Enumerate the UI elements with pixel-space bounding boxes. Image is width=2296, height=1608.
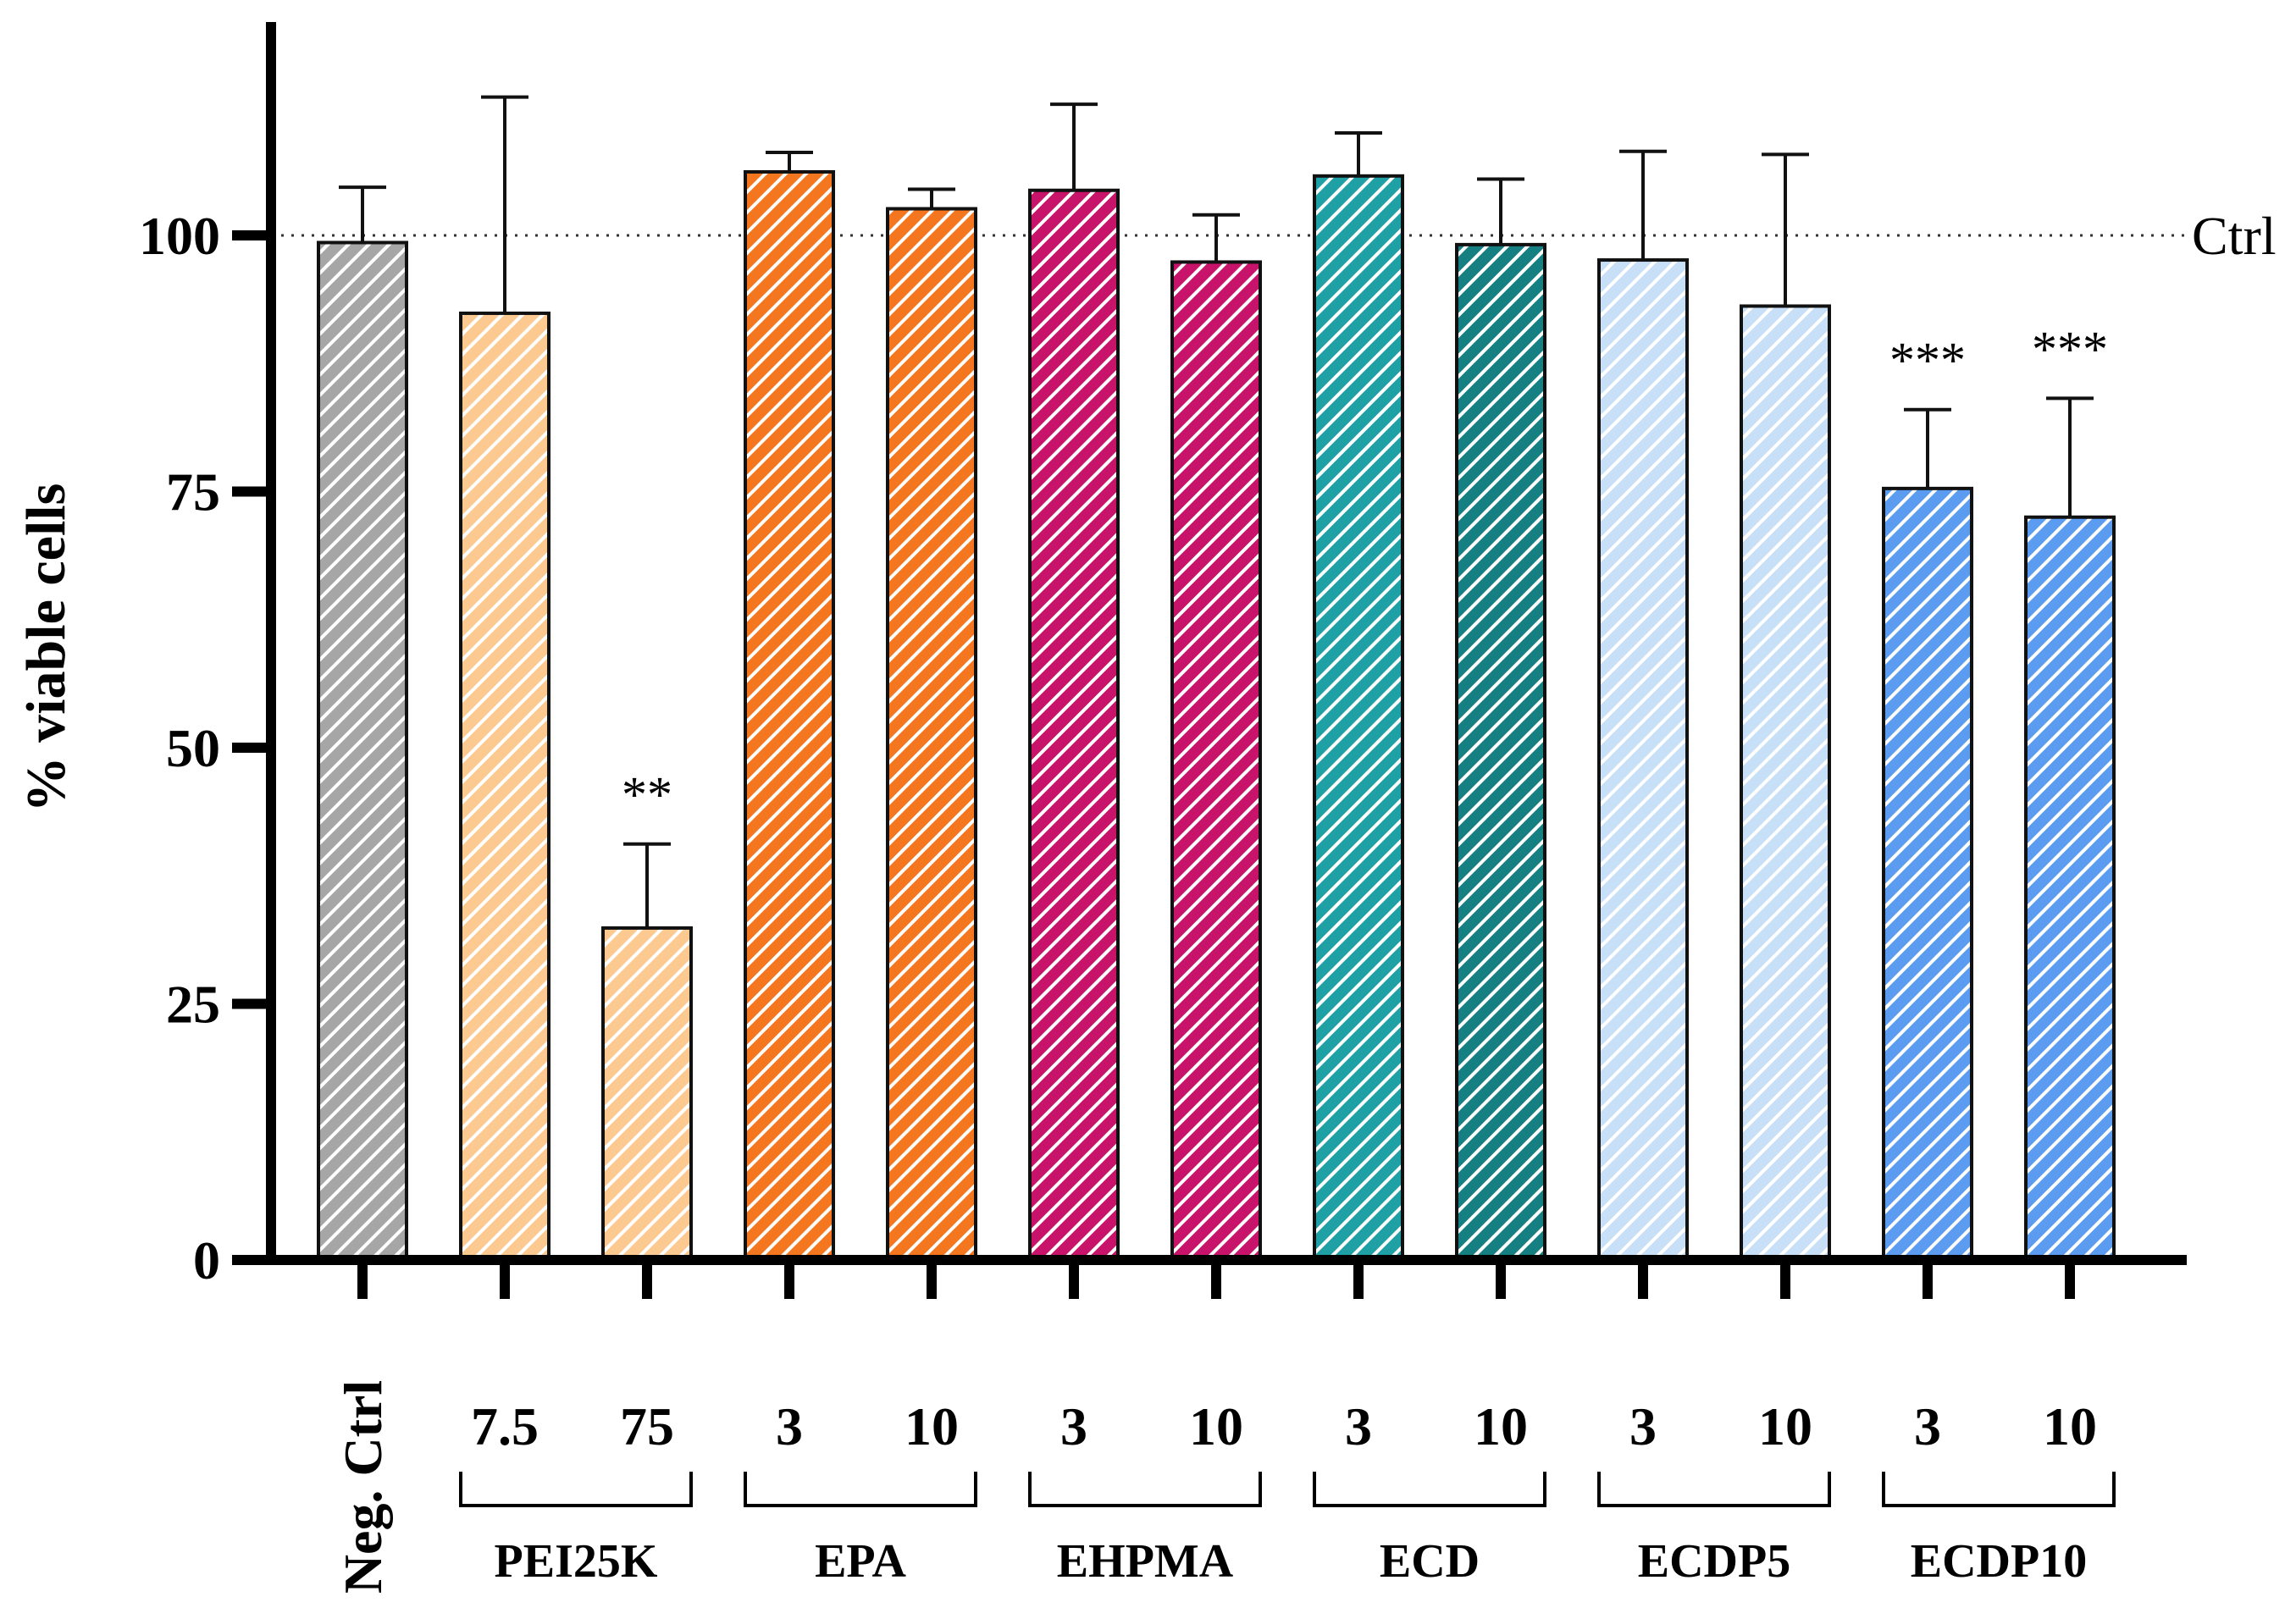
significance-marker: *** xyxy=(1889,333,1966,389)
bar xyxy=(1170,260,1262,1263)
bar xyxy=(1313,174,1404,1263)
bar xyxy=(886,207,977,1262)
y-tick-label: 100 xyxy=(139,206,220,266)
x-tick-label: 7.5 xyxy=(471,1396,539,1456)
group-bracket xyxy=(744,1472,977,1507)
group-bracket xyxy=(1028,1472,1262,1507)
group-label: ECDP5 xyxy=(1638,1535,1790,1588)
y-tick-label: 50 xyxy=(166,718,220,778)
bar xyxy=(317,240,408,1263)
x-tick-label: 3 xyxy=(1060,1396,1087,1456)
reference-label: Ctrl xyxy=(2192,206,2277,266)
y-tick-label: 0 xyxy=(193,1230,220,1290)
x-tick-label: 3 xyxy=(1914,1396,1941,1456)
reference-layer: Ctrl xyxy=(271,206,2277,266)
y-tick-label: 25 xyxy=(166,975,220,1035)
x-tick-label: 10 xyxy=(1189,1396,1243,1456)
bar xyxy=(1740,304,1831,1262)
x-tick-label: 75 xyxy=(620,1396,674,1456)
significance-marker: *** xyxy=(2032,321,2108,377)
x-tick-label: 10 xyxy=(1758,1396,1812,1456)
y-axis-title: % viable cells xyxy=(15,484,77,813)
y-tick-label: 75 xyxy=(166,462,220,522)
group-bracket xyxy=(1313,1472,1546,1507)
group-label: ECD xyxy=(1380,1535,1480,1588)
x-tick-label: 3 xyxy=(1345,1396,1372,1456)
bar xyxy=(744,169,835,1263)
group-label: EHPMA xyxy=(1057,1535,1234,1588)
group-bracket xyxy=(1597,1472,1831,1507)
bar xyxy=(2024,515,2116,1262)
x-tick-label: Neg. Ctrl xyxy=(333,1380,393,1594)
x-tick-label: 3 xyxy=(1629,1396,1657,1456)
group-bracket xyxy=(459,1472,693,1507)
group-label: EPA xyxy=(815,1535,906,1588)
bar xyxy=(1455,242,1546,1262)
x-tick-label: 10 xyxy=(1474,1396,1528,1456)
bars-layer xyxy=(317,95,2116,1263)
group-bracket xyxy=(1882,1472,2116,1507)
group-label: PEI25K xyxy=(495,1535,658,1588)
axes-layer xyxy=(232,22,2187,1299)
x-tick-label: 3 xyxy=(776,1396,803,1456)
labels-layer: Neg. Ctrl 7.5 ** 75 3 10 3 10 3 10 3 10 *** 3 *** 10 PEI… xyxy=(139,206,2116,1594)
group-label: ECDP10 xyxy=(1911,1535,2087,1588)
bar xyxy=(1597,258,1689,1262)
significance-marker: ** xyxy=(622,767,672,823)
bar xyxy=(1882,486,1973,1262)
x-tick-label: 10 xyxy=(905,1396,959,1456)
bar xyxy=(1028,188,1120,1262)
bar xyxy=(459,311,550,1263)
bar xyxy=(601,926,693,1262)
x-tick-label: 10 xyxy=(2043,1396,2097,1456)
